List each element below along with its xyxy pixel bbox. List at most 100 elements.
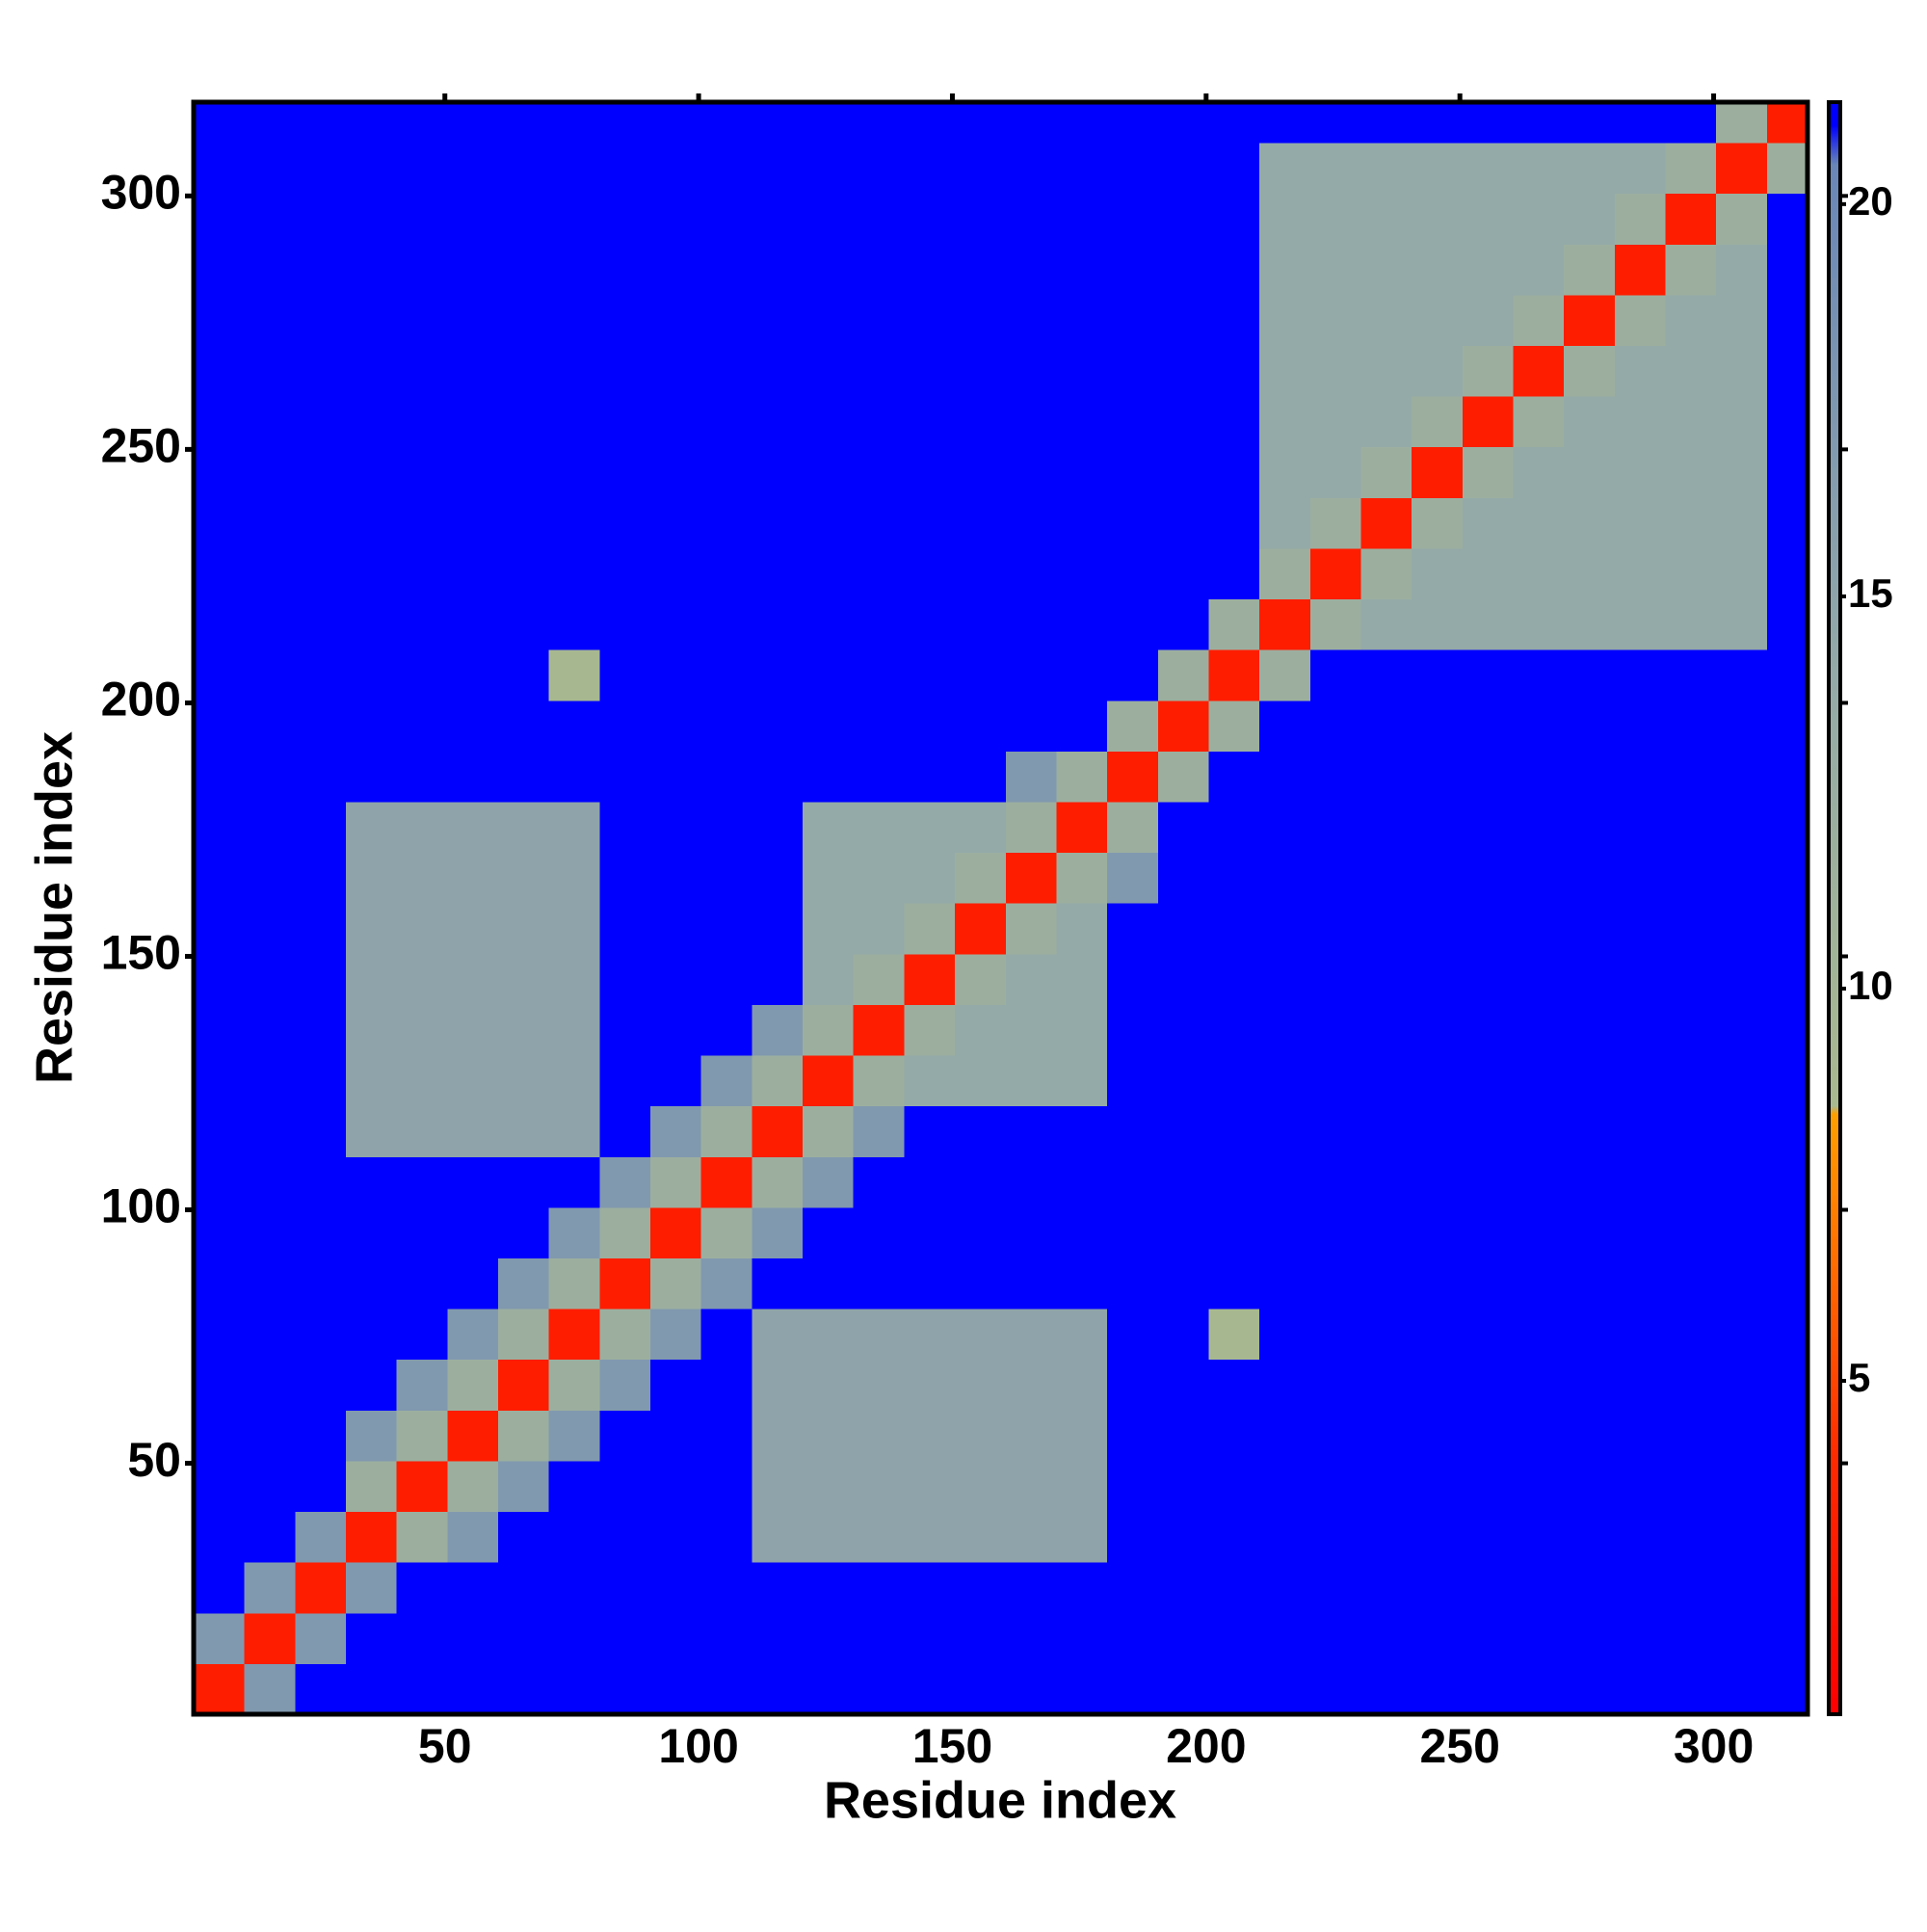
heatmap-cell (548, 1359, 600, 1411)
heatmap-cell (1564, 598, 1616, 650)
heatmap-cell (650, 396, 702, 448)
heatmap-cell (194, 1663, 246, 1715)
heatmap-cell (1107, 396, 1159, 448)
heatmap-cell (396, 1410, 448, 1462)
heatmap-cell (1412, 598, 1464, 650)
heatmap-cell (599, 143, 651, 195)
heatmap-cell (752, 1410, 804, 1462)
heatmap-cell (1309, 396, 1361, 448)
heatmap-cell (853, 1359, 905, 1411)
heatmap-cell (447, 345, 499, 397)
heatmap-cell (396, 294, 448, 347)
heatmap-cell (599, 1410, 651, 1462)
heatmap-cell (599, 1206, 651, 1259)
heatmap-cell (1309, 547, 1361, 600)
heatmap-cell (1360, 1511, 1412, 1563)
heatmap-cell (955, 244, 1007, 296)
heatmap-cell (194, 1055, 246, 1107)
heatmap-cell (1056, 649, 1108, 701)
heatmap-cell (447, 1206, 499, 1259)
heatmap-cell (1665, 1511, 1717, 1563)
heatmap-cell (1513, 751, 1565, 803)
heatmap-cell (1412, 1055, 1464, 1107)
heatmap-cell (498, 143, 550, 195)
heatmap-cell (447, 1410, 499, 1462)
heatmap-cell (650, 751, 702, 803)
heatmap-cell (1412, 446, 1464, 498)
heatmap-cell (1564, 1612, 1616, 1664)
heatmap-cell (700, 294, 752, 347)
heatmap-cell (803, 446, 855, 498)
heatmap-cell (1412, 903, 1464, 955)
heatmap-cell (295, 1004, 347, 1056)
heatmap-cell (447, 953, 499, 1005)
heatmap-cell (498, 649, 550, 701)
heatmap-cell (1157, 1206, 1209, 1259)
heatmap-cell (803, 751, 855, 803)
heatmap-cell (346, 446, 398, 498)
heatmap-cell (1005, 903, 1057, 955)
heatmap-cell (1208, 143, 1260, 195)
heatmap-cell (955, 396, 1007, 448)
heatmap-cell (752, 547, 804, 600)
heatmap-cell (1309, 1663, 1361, 1715)
heatmap-cell (1056, 700, 1108, 752)
heatmap-cell (1208, 345, 1260, 397)
heatmap-cell (1614, 1460, 1667, 1513)
heatmap-cell (1056, 1410, 1108, 1462)
heatmap-cell (853, 751, 905, 803)
heatmap-cell (1412, 396, 1464, 448)
heatmap-cell (346, 1055, 398, 1107)
heatmap-cell (1107, 649, 1159, 701)
heatmap-cell (700, 1004, 752, 1056)
heatmap-cell (1766, 1562, 1808, 1614)
heatmap-cell (1462, 547, 1514, 600)
heatmap-cell (1005, 193, 1057, 245)
heatmap-cell (447, 751, 499, 803)
heatmap-cell (1157, 446, 1209, 498)
heatmap-cell (1107, 244, 1159, 296)
heatmap-cell (1716, 1105, 1768, 1157)
heatmap-cell (1462, 1410, 1514, 1462)
heatmap-cell (396, 751, 448, 803)
heatmap-cell (1716, 1359, 1768, 1411)
heatmap-cell (447, 143, 499, 195)
heatmap-cell (803, 193, 855, 245)
heatmap-cell (1107, 1562, 1159, 1614)
heatmap-cell (1360, 102, 1412, 144)
heatmap-cell (1005, 396, 1057, 448)
heatmap-cell (1107, 802, 1159, 854)
heatmap-cell (803, 244, 855, 296)
heatmap-cell (295, 1460, 347, 1513)
heatmap-cell (1157, 953, 1209, 1005)
heatmap-cell (1665, 193, 1717, 245)
heatmap-cell (752, 1562, 804, 1614)
heatmap-cell (1614, 1156, 1667, 1208)
heatmap-cell (752, 1511, 804, 1563)
heatmap-cell (498, 1309, 550, 1361)
heatmap-cell (548, 903, 600, 955)
heatmap-cell (904, 102, 956, 144)
heatmap-cell (1208, 700, 1260, 752)
heatmap-cell (1157, 345, 1209, 397)
heatmap-cell (1005, 345, 1057, 397)
heatmap-cell (194, 751, 246, 803)
colorbar-tick-label: 15 (1848, 570, 1893, 616)
heatmap-cell (346, 1257, 398, 1310)
heatmap-cell (1056, 102, 1108, 144)
heatmap-cell (1513, 1562, 1565, 1614)
heatmap-cell (650, 1257, 702, 1310)
heatmap-cell (1716, 396, 1768, 448)
heatmap-cell (244, 751, 296, 803)
heatmap-cell (295, 1309, 347, 1361)
heatmap-cell (955, 1257, 1007, 1310)
heatmap-cell (548, 802, 600, 854)
heatmap-cell (1766, 396, 1808, 448)
heatmap-cell (1665, 751, 1717, 803)
heatmap-cell (1462, 193, 1514, 245)
heatmap-cell (1107, 1511, 1159, 1563)
heatmap-cell (1259, 1055, 1311, 1107)
heatmap-cell (955, 1562, 1007, 1614)
heatmap-cell (904, 1156, 956, 1208)
heatmap-cell (346, 193, 398, 245)
